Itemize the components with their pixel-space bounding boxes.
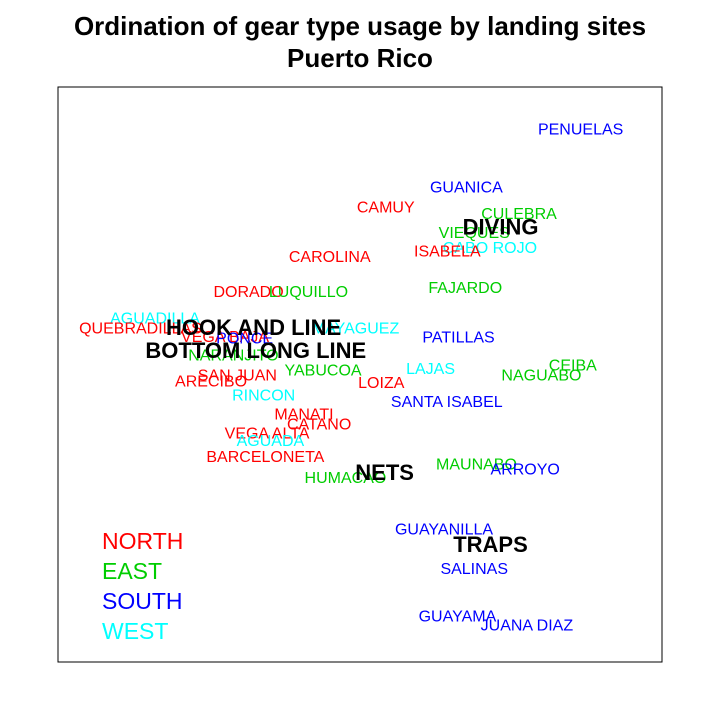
site-label-patillas: PATILLAS: [422, 330, 494, 347]
site-label-ponce: PONCE: [216, 331, 273, 348]
site-label-naranjito: NARANJITO: [188, 347, 278, 364]
site-label-san-juan: SAN JUAN: [198, 368, 277, 385]
site-label-quebradillas: QUEBRADILLAS: [79, 321, 202, 338]
site-label-mayaguez: MAYAGUEZ: [312, 321, 400, 338]
site-label-guayanilla: GUAYANILLA: [395, 522, 493, 539]
site-label-maunabo: MAUNABO: [436, 456, 517, 473]
gear-label-bottom-long-line: BOTTOM LONG LINE: [145, 338, 366, 363]
site-label-ceiba: CEIBA: [549, 357, 597, 374]
site-label-vieques: VIEQUES: [439, 225, 510, 242]
site-label-arroyo: ARROYO: [491, 461, 560, 478]
site-label-vega-alta: VEGA ALTA: [225, 425, 310, 442]
site-label-vega-baja: VEGA BAJA: [181, 329, 269, 346]
gear-label-diving: DIVING: [463, 215, 539, 240]
site-label-rincon: RINCON: [232, 387, 295, 404]
site-label-camuy: CAMUY: [357, 200, 415, 217]
site-label-manati: MANATI: [274, 407, 333, 424]
site-label-carolina: CAROLINA: [289, 249, 371, 266]
site-label-aguadilla: AGUADILLA: [110, 310, 200, 327]
site-label-guanica: GUANICA: [430, 179, 503, 196]
site-label-isabela: ISABELA: [414, 244, 481, 261]
site-label-penuelas: PENUELAS: [538, 122, 623, 139]
chart-subtitle-line: Puerto Rico: [287, 43, 433, 73]
site-label-humacao: HUMACAO: [305, 470, 387, 487]
site-label-barceloneta: BARCELONETA: [206, 449, 324, 466]
gear-label-hook-and-line: HOOK AND LINE: [166, 315, 341, 340]
site-label-lajas: LAJAS: [406, 361, 455, 378]
gear-label-traps: TRAPS: [453, 532, 528, 557]
site-label-juana-diaz: JUANA DIAZ: [481, 617, 574, 634]
site-label-yabucoa: YABUCOA: [285, 362, 362, 379]
site-label-naguabo: NAGUABO: [501, 368, 581, 385]
site-label-culebra: CULEBRA: [481, 206, 557, 223]
legend-item-west: WEST: [102, 618, 168, 644]
site-label-fajardo: FAJARDO: [428, 280, 502, 297]
gear-label-nets: NETS: [355, 460, 414, 485]
site-label-arecibo: ARECIBO: [175, 374, 247, 391]
legend-item-east: EAST: [102, 558, 162, 584]
site-label-santa-isabel: SANTA ISABEL: [391, 394, 503, 411]
site-label-salinas: SALINAS: [440, 561, 508, 578]
site-label-aguada: AGUADA: [237, 433, 305, 450]
legend: NORTH EAST SOUTH WEST: [102, 528, 183, 644]
legend-item-south: SOUTH: [102, 588, 183, 614]
chart-title-line: Ordination of gear type usage by landing…: [73, 11, 647, 41]
site-label-cabo-rojo: CABO ROJO: [443, 240, 537, 257]
legend-item-north: NORTH: [102, 528, 183, 554]
site-label-luquillo: LUQUILLO: [269, 284, 348, 301]
site-label-loiza: LOIZA: [358, 375, 405, 392]
site-label-guayama: GUAYAMA: [419, 608, 497, 625]
site-label-catano: CATANO: [287, 416, 351, 433]
chart-title: Ordination of gear type usage by landing…: [0, 10, 720, 74]
site-label-dorado: DORADO: [213, 284, 283, 301]
plot-frame: [57, 86, 663, 663]
